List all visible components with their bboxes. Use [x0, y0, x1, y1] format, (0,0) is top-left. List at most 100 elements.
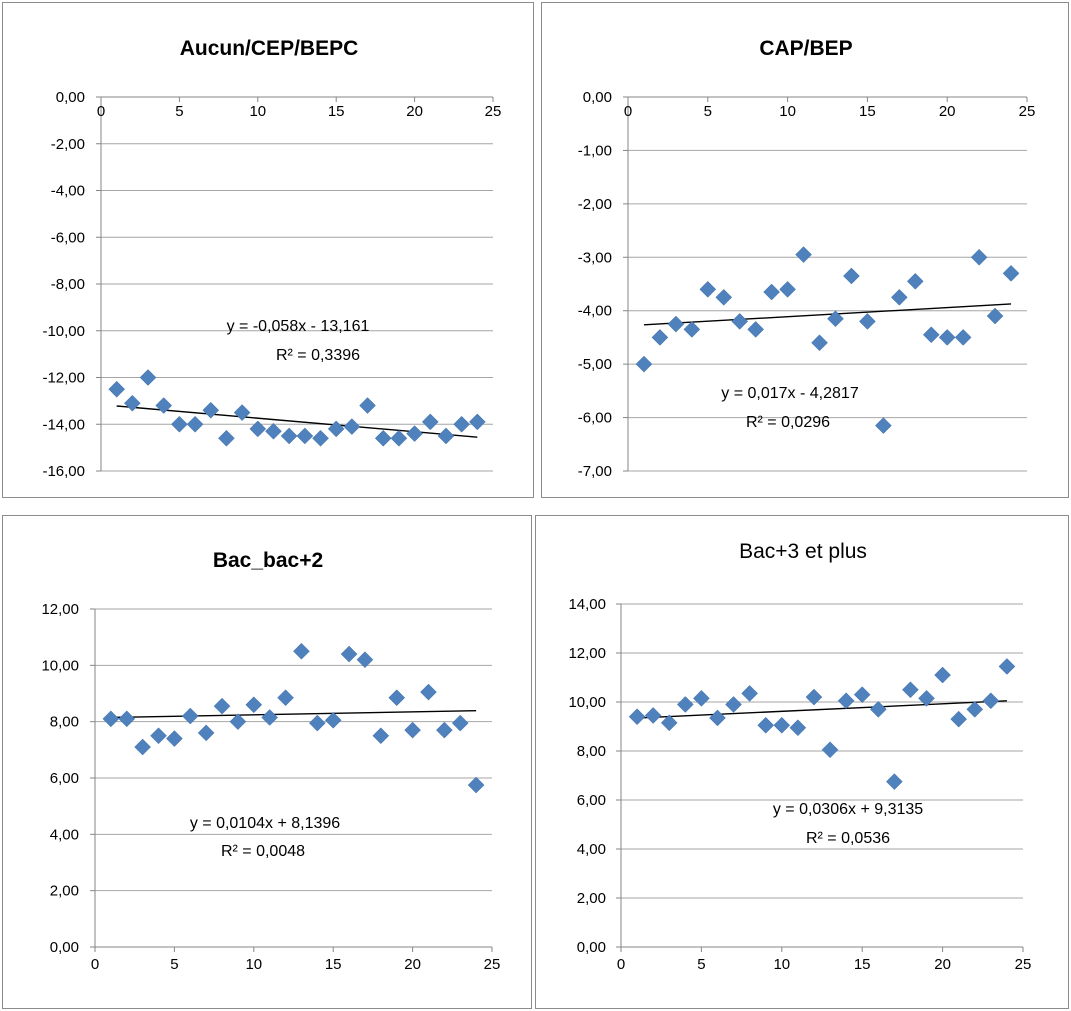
data-point	[1002, 264, 1020, 282]
data-point	[902, 681, 919, 699]
data-point	[324, 711, 342, 729]
chart-panel-aucun: Aucun/CEP/BEPC 0,00 -2,00 -4,00 -6,00 -8,00 -1…	[2, 2, 534, 498]
y-tick-label: 0,00	[577, 939, 606, 956]
data-point	[134, 738, 151, 756]
data-point	[922, 326, 940, 344]
x-tick-label: 25	[1019, 103, 1036, 120]
data-point	[327, 420, 345, 438]
chart-svg-bac-bac2: Bac_bac+2 0,00 2,00 4,00 6,00 8,00 10,00 12,00 0…	[41, 549, 501, 973]
y-tick-label: 4,00	[50, 826, 79, 843]
chart-panel-bac3: Bac+3 et plus 0,00 2,00 4,00 6,00 8,00 10,00 12…	[535, 515, 1069, 1009]
data-point	[374, 429, 392, 447]
data-point	[213, 697, 231, 715]
data-point	[667, 315, 685, 333]
data-point	[406, 425, 423, 442]
x-tick-label: 20	[404, 956, 421, 973]
data-point	[102, 710, 120, 728]
x-tick-label: 15	[328, 103, 345, 120]
data-point	[890, 289, 908, 306]
y-tick-label: 12,00	[568, 645, 606, 662]
trendline-equation: y = -0,058x - 13,161	[227, 318, 370, 335]
data-point	[118, 710, 136, 728]
data-point	[950, 710, 968, 728]
data-point	[218, 429, 235, 447]
data-point	[859, 313, 876, 330]
data-point	[676, 696, 694, 713]
data-point	[202, 401, 220, 419]
r-squared-label: R² = 0,3396	[276, 347, 360, 364]
data-point	[811, 334, 828, 352]
x-tick-label: 10	[779, 103, 796, 120]
trendline-equation: y = 0,017x - 4,2817	[721, 385, 859, 402]
data-point	[757, 716, 775, 734]
data-point	[934, 666, 951, 684]
x-tick-label: 20	[406, 103, 423, 120]
data-point	[966, 700, 984, 718]
data-point	[312, 429, 329, 447]
y-tick-label: 12,00	[41, 601, 79, 618]
chart-title: Aucun/CEP/BEPC	[180, 37, 359, 60]
data-point	[938, 329, 956, 346]
x-tick-label: 5	[704, 103, 712, 120]
r-squared-label: R² = 0,0048	[221, 843, 305, 860]
data-point	[197, 724, 215, 742]
data-point	[628, 708, 646, 726]
trendline-equation: y = 0,0306x + 9,3135	[773, 801, 923, 818]
data-point	[150, 727, 167, 745]
x-tick-label: 15	[859, 103, 876, 120]
y-tick-label: -4,00	[578, 303, 612, 320]
data-point	[918, 689, 935, 707]
data-point	[986, 307, 1004, 325]
data-point	[827, 310, 844, 328]
chart-title: Bac+3 et plus	[739, 540, 867, 563]
x-tick-label: 15	[854, 956, 871, 973]
data-point	[651, 329, 669, 346]
chart-title: CAP/BEP	[759, 37, 852, 60]
data-point	[233, 404, 251, 421]
data-point	[249, 420, 267, 438]
chart-panel-bac-bac2: Bac_bac+2 0,00 2,00 4,00 6,00 8,00 10,00 12,00 0…	[2, 515, 532, 1009]
data-point	[763, 283, 780, 301]
chart-panel-cap: CAP/BEP 0,00 -1,00 -2,00 -3,00 -4,00 -5,00 -6,0…	[541, 2, 1069, 498]
data-point	[715, 289, 733, 306]
x-tick-label: 0	[617, 956, 625, 973]
data-point	[261, 709, 279, 726]
data-point	[982, 692, 1000, 710]
trendline	[643, 303, 1012, 326]
data-point	[970, 248, 988, 266]
chart-title: Bac_bac+2	[213, 549, 323, 572]
y-tick-label: 0,00	[50, 939, 79, 956]
y-tick-label: -2,00	[51, 136, 85, 153]
chart-svg-cap: CAP/BEP 0,00 -1,00 -2,00 -3,00 -4,00 -5,00 -6,0…	[578, 37, 1036, 480]
data-point	[108, 380, 126, 398]
data-point	[390, 429, 408, 447]
x-tick-label: 20	[939, 103, 956, 120]
data-point	[453, 415, 470, 433]
y-tick-label: -7,00	[578, 463, 612, 480]
data-point	[171, 415, 188, 433]
data-point	[725, 696, 742, 713]
data-point	[853, 686, 871, 704]
data-point	[709, 709, 726, 727]
y-tick-label: 10,00	[568, 694, 606, 711]
x-tick-label: 25	[485, 103, 502, 120]
data-point	[699, 280, 717, 298]
data-point	[906, 272, 924, 290]
y-tick-label: -6,00	[578, 410, 612, 427]
data-point	[693, 689, 710, 707]
data-point	[155, 397, 173, 414]
y-tick-label: 6,00	[50, 770, 79, 787]
y-tick-label: -12,00	[42, 370, 85, 387]
y-tick-label: 2,00	[577, 890, 606, 907]
data-point	[181, 707, 199, 725]
data-point	[229, 713, 247, 731]
y-tick-label: -10,00	[42, 323, 85, 340]
data-point	[265, 422, 282, 440]
r-squared-label: R² = 0,0296	[746, 414, 830, 431]
y-tick-label: -4,00	[51, 183, 85, 200]
y-tick-label: 4,00	[577, 841, 606, 858]
y-tick-label: 2,00	[50, 883, 79, 900]
data-point	[644, 707, 662, 724]
x-tick-label: 25	[484, 956, 501, 973]
data-point	[875, 417, 892, 434]
